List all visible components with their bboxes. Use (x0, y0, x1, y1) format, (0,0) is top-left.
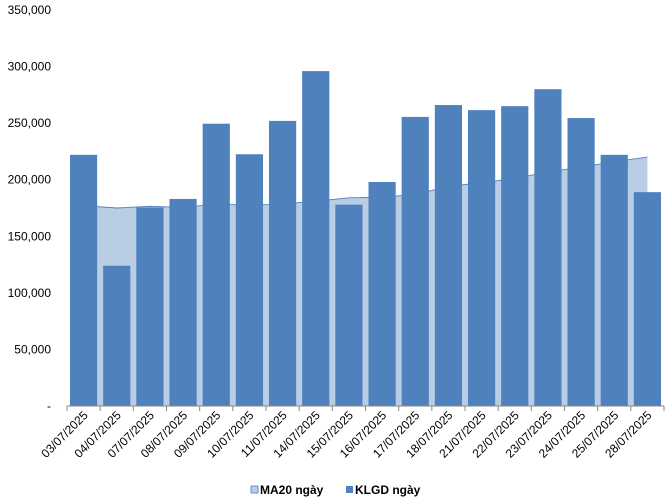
klgd-bar-12 (467, 110, 496, 406)
legend-label-ma20: MA20 ngày (260, 483, 324, 497)
klgd-bar-10 (401, 116, 429, 407)
ma20-area (83, 157, 648, 406)
klgd-bar-11 (434, 105, 463, 406)
klgd-bar-2 (136, 207, 164, 406)
y-axis: - 50,000 100,000 150,000 200,000 250,000 300,0… (8, 3, 52, 413)
klgd-bar-16 (600, 154, 628, 406)
klgd-bar-9 (368, 181, 396, 406)
y-tick-label: 100,000 (8, 286, 52, 300)
y-tick-label: 50,000 (14, 342, 51, 356)
y-tick-label: - (47, 399, 51, 413)
klgd-bar-13 (501, 106, 529, 407)
klgd-bar-4 (202, 123, 230, 407)
legend: MA20 ngày KLGD ngày (250, 483, 421, 497)
klgd-bar-5 (235, 154, 264, 406)
x-axis: 03/07/202504/07/202507/07/202508/07/2025… (38, 405, 665, 461)
y-tick-label: 350,000 (8, 3, 52, 17)
klgd-bar-7 (302, 71, 330, 407)
klgd-bar-3 (169, 198, 197, 406)
klgd-bar-6 (268, 120, 297, 406)
klgd-bar-layer (69, 71, 662, 407)
legend-swatch-klgd (346, 486, 353, 493)
klgd-bar-15 (567, 118, 595, 407)
y-tick-label: 200,000 (8, 173, 52, 187)
y-tick-label: 250,000 (8, 116, 52, 130)
legend-label-klgd: KLGD ngày (355, 483, 421, 497)
klgd-bar-14 (534, 89, 562, 406)
klgd-bar-8 (335, 204, 363, 406)
legend-swatch-ma20 (250, 485, 259, 494)
y-tick-label: 300,000 (8, 60, 52, 74)
klgd-bar-17 (633, 192, 662, 406)
klgd-bar-1 (103, 265, 131, 406)
ma20-area-layer (83, 156, 648, 406)
klgd-bar-0 (69, 154, 98, 406)
y-tick-label: 150,000 (8, 229, 52, 243)
